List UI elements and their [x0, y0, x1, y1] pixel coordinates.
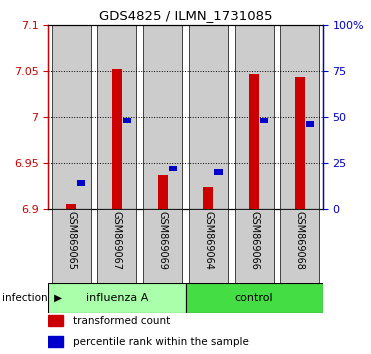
Bar — [98, 209, 136, 283]
Bar — [214, 169, 223, 175]
Text: infection  ▶: infection ▶ — [2, 293, 62, 303]
Bar — [158, 175, 168, 209]
Bar — [189, 25, 228, 209]
Bar — [98, 25, 136, 209]
Bar — [280, 209, 319, 283]
Bar — [260, 118, 268, 123]
Text: GSM869067: GSM869067 — [112, 211, 122, 270]
Bar — [48, 315, 63, 326]
Bar — [235, 209, 273, 283]
Bar — [168, 166, 177, 171]
Text: GSM869066: GSM869066 — [249, 211, 259, 270]
Bar — [280, 25, 319, 209]
Bar — [66, 204, 76, 209]
Bar — [143, 209, 182, 283]
Text: GSM869064: GSM869064 — [203, 211, 213, 270]
Text: GSM869069: GSM869069 — [158, 211, 168, 270]
Bar — [143, 25, 182, 209]
Bar — [77, 180, 85, 186]
Text: control: control — [235, 293, 273, 303]
Bar — [48, 283, 186, 313]
Bar — [235, 25, 273, 209]
Title: GDS4825 / ILMN_1731085: GDS4825 / ILMN_1731085 — [99, 9, 272, 22]
Bar — [203, 187, 213, 209]
Bar — [249, 74, 259, 209]
Text: influenza A: influenza A — [86, 293, 148, 303]
Bar — [48, 337, 63, 347]
Text: percentile rank within the sample: percentile rank within the sample — [73, 337, 249, 347]
Bar — [295, 77, 305, 209]
Bar — [123, 118, 131, 123]
Text: GSM869065: GSM869065 — [66, 211, 76, 270]
Bar — [52, 25, 91, 209]
Bar — [306, 121, 314, 127]
Bar — [52, 209, 91, 283]
Text: GSM869068: GSM869068 — [295, 211, 305, 270]
Bar — [189, 209, 228, 283]
Bar — [186, 283, 323, 313]
Bar — [112, 69, 122, 209]
Text: transformed count: transformed count — [73, 316, 170, 326]
